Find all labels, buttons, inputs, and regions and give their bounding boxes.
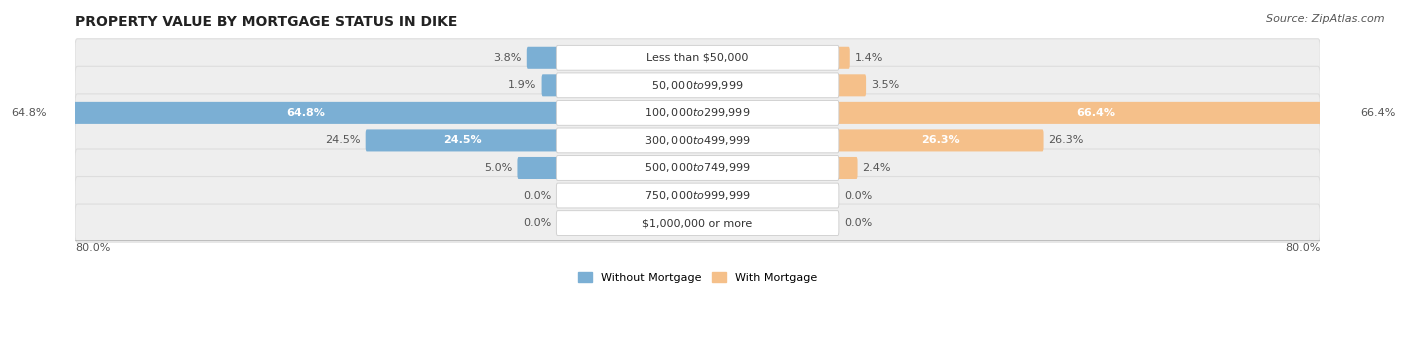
FancyBboxPatch shape <box>517 157 558 179</box>
Text: 5.0%: 5.0% <box>484 163 512 173</box>
Text: 64.8%: 64.8% <box>285 108 325 118</box>
FancyBboxPatch shape <box>837 102 1355 124</box>
Text: $50,000 to $99,999: $50,000 to $99,999 <box>651 79 744 92</box>
FancyBboxPatch shape <box>557 183 839 208</box>
FancyBboxPatch shape <box>557 45 839 70</box>
Text: 1.9%: 1.9% <box>508 80 537 90</box>
FancyBboxPatch shape <box>75 66 1320 104</box>
Text: 80.0%: 80.0% <box>1285 243 1320 253</box>
FancyBboxPatch shape <box>527 47 558 69</box>
Legend: Without Mortgage, With Mortgage: Without Mortgage, With Mortgage <box>574 267 821 287</box>
Text: 0.0%: 0.0% <box>844 191 872 201</box>
FancyBboxPatch shape <box>541 74 558 97</box>
FancyBboxPatch shape <box>75 177 1320 214</box>
Text: 80.0%: 80.0% <box>75 243 111 253</box>
Text: $750,000 to $999,999: $750,000 to $999,999 <box>644 189 751 202</box>
Text: $100,000 to $299,999: $100,000 to $299,999 <box>644 106 751 119</box>
FancyBboxPatch shape <box>837 157 858 179</box>
Text: 1.4%: 1.4% <box>855 53 883 63</box>
Text: 2.4%: 2.4% <box>863 163 891 173</box>
Text: 3.5%: 3.5% <box>872 80 900 90</box>
Text: Source: ZipAtlas.com: Source: ZipAtlas.com <box>1267 14 1385 24</box>
Text: 24.5%: 24.5% <box>443 135 481 145</box>
FancyBboxPatch shape <box>366 130 558 151</box>
Text: 3.8%: 3.8% <box>494 53 522 63</box>
Text: Less than $50,000: Less than $50,000 <box>647 53 749 63</box>
Text: 26.3%: 26.3% <box>1049 135 1084 145</box>
Text: PROPERTY VALUE BY MORTGAGE STATUS IN DIKE: PROPERTY VALUE BY MORTGAGE STATUS IN DIK… <box>75 15 457 29</box>
FancyBboxPatch shape <box>75 39 1320 77</box>
Text: 0.0%: 0.0% <box>844 218 872 228</box>
FancyBboxPatch shape <box>557 211 839 236</box>
Text: $300,000 to $499,999: $300,000 to $499,999 <box>644 134 751 147</box>
Text: 0.0%: 0.0% <box>523 218 551 228</box>
FancyBboxPatch shape <box>75 204 1320 242</box>
FancyBboxPatch shape <box>837 47 849 69</box>
Text: 0.0%: 0.0% <box>523 191 551 201</box>
Text: 26.3%: 26.3% <box>921 135 959 145</box>
FancyBboxPatch shape <box>52 102 558 124</box>
Text: $500,000 to $749,999: $500,000 to $749,999 <box>644 162 751 175</box>
Text: 24.5%: 24.5% <box>325 135 360 145</box>
FancyBboxPatch shape <box>837 130 1043 151</box>
Text: $1,000,000 or more: $1,000,000 or more <box>643 218 752 228</box>
FancyBboxPatch shape <box>75 94 1320 132</box>
Text: 66.4%: 66.4% <box>1077 108 1115 118</box>
FancyBboxPatch shape <box>837 74 866 97</box>
Text: 66.4%: 66.4% <box>1361 108 1396 118</box>
FancyBboxPatch shape <box>557 155 839 180</box>
FancyBboxPatch shape <box>75 149 1320 187</box>
FancyBboxPatch shape <box>557 101 839 125</box>
Text: 64.8%: 64.8% <box>11 108 46 118</box>
FancyBboxPatch shape <box>75 121 1320 160</box>
FancyBboxPatch shape <box>557 73 839 98</box>
FancyBboxPatch shape <box>557 128 839 153</box>
